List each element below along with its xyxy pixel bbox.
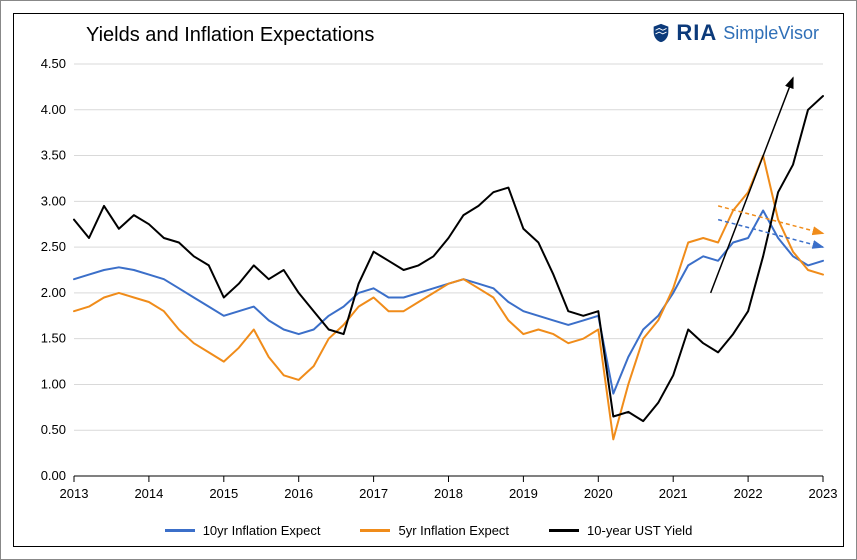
svg-text:3.00: 3.00 — [41, 193, 66, 208]
svg-text:2019: 2019 — [509, 486, 538, 501]
chart-svg: 0.000.501.001.502.002.503.003.504.004.50… — [74, 64, 823, 476]
svg-text:2015: 2015 — [209, 486, 238, 501]
legend-label: 10-year UST Yield — [587, 523, 692, 538]
legend-swatch — [165, 529, 195, 532]
ria-logo: RIA — [650, 20, 717, 46]
logo-area: RIA SimpleVisor — [650, 20, 819, 46]
legend-item-5yr-inflation: 5yr Inflation Expect — [360, 523, 509, 538]
svg-text:2014: 2014 — [134, 486, 163, 501]
legend-swatch — [549, 529, 579, 532]
svg-text:1.50: 1.50 — [41, 331, 66, 346]
ria-text: RIA — [676, 20, 717, 46]
svg-text:0.50: 0.50 — [41, 422, 66, 437]
legend-item-10yr-ust: 10-year UST Yield — [549, 523, 692, 538]
legend: 10yr Inflation Expect 5yr Inflation Expe… — [14, 523, 843, 538]
svg-text:1.00: 1.00 — [41, 376, 66, 391]
svg-text:0.00: 0.00 — [41, 468, 66, 483]
svg-text:2013: 2013 — [60, 486, 89, 501]
svg-text:2018: 2018 — [434, 486, 463, 501]
simplevisor-text: SimpleVisor — [723, 23, 819, 44]
plot-area: 0.000.501.001.502.002.503.003.504.004.50… — [74, 64, 823, 476]
svg-text:2017: 2017 — [359, 486, 388, 501]
svg-text:4.00: 4.00 — [41, 102, 66, 117]
svg-text:4.50: 4.50 — [41, 56, 66, 71]
svg-text:2.50: 2.50 — [41, 239, 66, 254]
svg-text:2016: 2016 — [284, 486, 313, 501]
legend-swatch — [360, 529, 390, 532]
legend-label: 5yr Inflation Expect — [398, 523, 509, 538]
chart-title: Yields and Inflation Expectations — [86, 24, 374, 47]
legend-label: 10yr Inflation Expect — [203, 523, 321, 538]
shield-icon — [650, 22, 672, 44]
svg-text:2020: 2020 — [584, 486, 613, 501]
svg-text:2022: 2022 — [734, 486, 763, 501]
svg-text:3.50: 3.50 — [41, 148, 66, 163]
legend-item-10yr-inflation: 10yr Inflation Expect — [165, 523, 321, 538]
svg-text:2023: 2023 — [809, 486, 838, 501]
svg-text:2021: 2021 — [659, 486, 688, 501]
svg-text:2.00: 2.00 — [41, 285, 66, 300]
chart-inner-border: Yields and Inflation Expectations RIA Si… — [13, 13, 844, 547]
chart-container: Yields and Inflation Expectations RIA Si… — [0, 0, 857, 560]
